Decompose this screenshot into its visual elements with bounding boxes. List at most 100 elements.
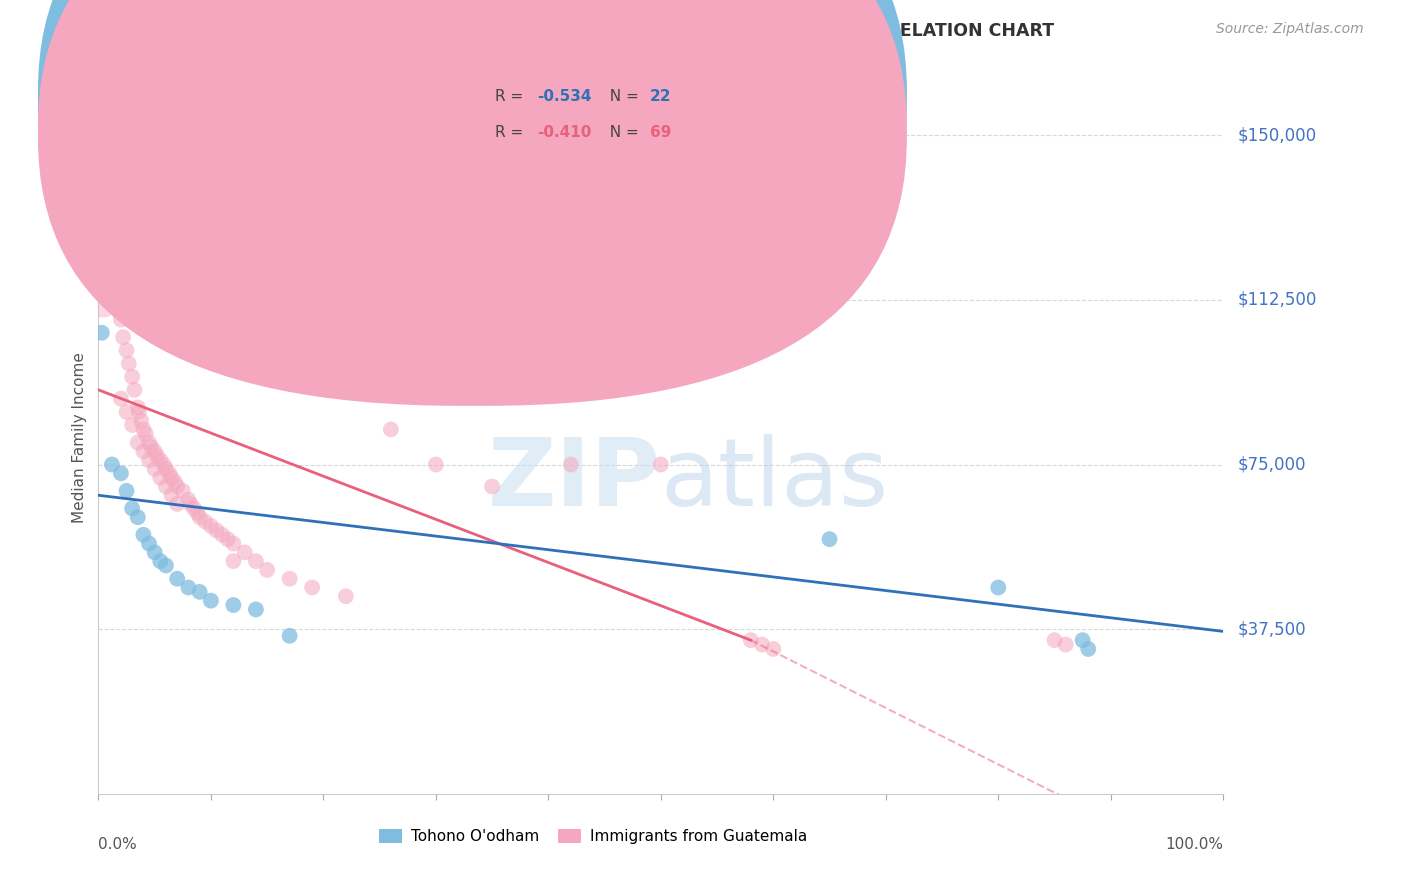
Text: atlas: atlas <box>661 434 889 526</box>
Point <box>1043 633 1066 648</box>
Point <box>138 536 160 550</box>
Point <box>166 479 188 493</box>
Text: N =: N = <box>600 125 644 139</box>
Point <box>222 536 245 550</box>
Point <box>1054 638 1077 652</box>
Text: 0.0%: 0.0% <box>98 837 138 852</box>
Text: ZIP: ZIP <box>488 434 661 526</box>
Point <box>650 458 672 472</box>
Point <box>118 357 141 371</box>
Point <box>211 528 233 542</box>
Point <box>217 532 239 546</box>
Point <box>98 238 121 252</box>
Point <box>194 515 217 529</box>
Point <box>222 554 245 568</box>
Point <box>560 458 582 472</box>
Point <box>188 510 211 524</box>
Point <box>128 405 150 419</box>
Point <box>141 440 163 454</box>
Point <box>146 449 169 463</box>
Point <box>245 554 267 568</box>
Point <box>245 602 267 616</box>
Point <box>200 519 222 533</box>
Point <box>101 458 124 472</box>
Point <box>200 593 222 607</box>
Point <box>425 458 447 472</box>
Point <box>143 462 166 476</box>
Point <box>155 462 177 476</box>
Point <box>163 475 186 489</box>
Point <box>233 545 256 559</box>
Point <box>110 312 132 326</box>
Point <box>127 401 149 415</box>
Point <box>107 300 129 314</box>
Point <box>222 598 245 612</box>
Point <box>166 497 188 511</box>
Legend: Tohono O'odham, Immigrants from Guatemala: Tohono O'odham, Immigrants from Guatemal… <box>373 823 814 850</box>
Text: 69: 69 <box>650 125 671 139</box>
Point <box>987 581 1010 595</box>
Point <box>256 563 278 577</box>
Text: $75,000: $75,000 <box>1237 456 1306 474</box>
Point <box>751 638 773 652</box>
Point <box>762 642 785 657</box>
Point <box>127 510 149 524</box>
Point <box>121 417 143 432</box>
Point <box>96 216 118 230</box>
Point <box>101 251 124 265</box>
Point <box>132 528 155 542</box>
Text: R =: R = <box>495 125 529 139</box>
Point <box>186 506 208 520</box>
Point <box>135 426 157 441</box>
Text: -0.534: -0.534 <box>537 89 592 103</box>
Point <box>183 501 205 516</box>
Y-axis label: Median Family Income: Median Family Income <box>72 351 87 523</box>
Point <box>121 369 143 384</box>
Point <box>1071 633 1094 648</box>
Text: $112,500: $112,500 <box>1237 291 1317 309</box>
Point <box>138 435 160 450</box>
Point <box>278 629 301 643</box>
Point <box>180 497 202 511</box>
Point <box>177 581 200 595</box>
Text: R =: R = <box>495 89 529 103</box>
Point <box>160 488 183 502</box>
Point <box>124 383 146 397</box>
Point <box>149 453 172 467</box>
Point <box>1077 642 1099 657</box>
Point <box>149 471 172 485</box>
Point <box>278 572 301 586</box>
Point <box>149 554 172 568</box>
Text: 100.0%: 100.0% <box>1166 837 1223 852</box>
Point <box>121 501 143 516</box>
Point <box>160 471 183 485</box>
Point <box>129 414 152 428</box>
Point <box>740 633 762 648</box>
Point <box>105 282 128 296</box>
Point <box>301 581 323 595</box>
Point <box>112 330 135 344</box>
Point <box>157 467 180 481</box>
Point <box>205 524 228 538</box>
Text: $150,000: $150,000 <box>1237 126 1317 145</box>
Text: 22: 22 <box>650 89 671 103</box>
Point <box>132 444 155 458</box>
Point <box>335 589 357 603</box>
Point <box>110 467 132 481</box>
Point <box>143 545 166 559</box>
Point <box>818 532 841 546</box>
Point <box>104 268 127 283</box>
Text: TOHONO O'ODHAM VS IMMIGRANTS FROM GUATEMALA MEDIAN FAMILY INCOME CORRELATION CHA: TOHONO O'ODHAM VS IMMIGRANTS FROM GUATEM… <box>56 22 1054 40</box>
Point <box>110 392 132 406</box>
Point <box>177 492 200 507</box>
Point <box>172 483 194 498</box>
Point <box>115 405 138 419</box>
Point <box>481 479 503 493</box>
Point <box>127 435 149 450</box>
Point <box>90 326 112 340</box>
Text: N =: N = <box>600 89 644 103</box>
Point <box>91 295 114 310</box>
Point <box>115 483 138 498</box>
Point <box>155 558 177 573</box>
Point <box>152 458 174 472</box>
